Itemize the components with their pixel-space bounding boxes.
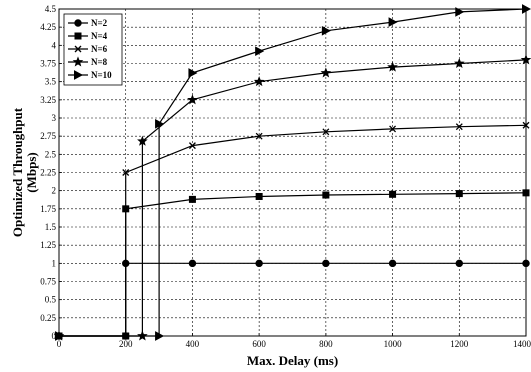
y-tick-label: 0.5 bbox=[45, 295, 57, 305]
legend-entry: N=2 bbox=[68, 18, 108, 28]
series-n-10 bbox=[55, 4, 531, 341]
y-tick-label: 2.25 bbox=[40, 168, 56, 178]
grid-layer bbox=[59, 9, 526, 336]
data-point bbox=[322, 259, 330, 268]
x-tick-label: 800 bbox=[319, 339, 333, 349]
data-point bbox=[322, 191, 330, 199]
data-point bbox=[155, 331, 165, 341]
legend-label: N=2 bbox=[91, 18, 108, 28]
series-line bbox=[59, 124, 527, 337]
data-point bbox=[522, 259, 530, 268]
data-point bbox=[455, 7, 465, 17]
legend-marker bbox=[74, 32, 82, 40]
y-tick-label: 0.75 bbox=[40, 277, 56, 287]
data-point bbox=[255, 46, 265, 56]
series-n-6 bbox=[55, 121, 530, 340]
legend-marker bbox=[72, 56, 84, 67]
data-point bbox=[188, 142, 196, 150]
x-tick-label: 600 bbox=[252, 339, 266, 349]
y-tick-label: 4.5 bbox=[45, 4, 57, 14]
x-tick-label: 200 bbox=[119, 339, 133, 349]
y-tick-label: 1.5 bbox=[45, 222, 57, 232]
data-point bbox=[321, 25, 331, 36]
data-point bbox=[255, 132, 263, 140]
legend-label: N=8 bbox=[91, 57, 108, 67]
x-axis-title: Max. Delay (ms) bbox=[247, 353, 338, 368]
data-point bbox=[522, 121, 530, 129]
data-point bbox=[389, 125, 397, 133]
legend-label: N=6 bbox=[91, 44, 108, 54]
data-point bbox=[320, 67, 332, 78]
data-point bbox=[255, 192, 263, 200]
series-line bbox=[59, 59, 527, 337]
legend-marker bbox=[74, 19, 82, 27]
data-point bbox=[520, 54, 531, 65]
data-point bbox=[522, 4, 531, 14]
y-tick-label: 4.25 bbox=[40, 22, 56, 32]
data-point bbox=[253, 76, 265, 87]
data-point bbox=[388, 17, 398, 27]
legend-entry: N=8 bbox=[68, 56, 108, 67]
y-axis-title-line: (Mbps) bbox=[24, 152, 39, 192]
legend-marker bbox=[74, 70, 84, 80]
legend-label: N=10 bbox=[91, 70, 112, 80]
data-point bbox=[122, 169, 130, 176]
data-point bbox=[187, 94, 198, 105]
series-n-8 bbox=[53, 54, 531, 341]
legend-label: N=4 bbox=[91, 31, 108, 41]
y-tick-label: 2 bbox=[52, 186, 57, 196]
data-point bbox=[155, 118, 165, 129]
y-tick-label: 3 bbox=[52, 113, 57, 123]
data-point bbox=[455, 259, 463, 268]
data-point bbox=[388, 259, 397, 268]
data-point bbox=[137, 135, 148, 146]
y-tick-label: 0 bbox=[52, 331, 57, 341]
data-point bbox=[255, 259, 263, 268]
y-tick-label: 4 bbox=[52, 40, 57, 50]
y-tick-label: 2.5 bbox=[45, 149, 57, 159]
data-point bbox=[188, 68, 198, 78]
data-point bbox=[522, 189, 530, 197]
y-tick-label: 3.25 bbox=[40, 95, 56, 105]
data-point bbox=[387, 61, 398, 72]
data-point bbox=[455, 123, 463, 131]
legend-entry: N=10 bbox=[68, 70, 112, 80]
legend-entry: N=4 bbox=[68, 31, 108, 41]
y-tick-label: 3.75 bbox=[40, 59, 56, 69]
data-point bbox=[188, 259, 197, 268]
data-point bbox=[455, 190, 463, 198]
y-tick-label: 1 bbox=[52, 258, 57, 268]
data-point bbox=[188, 195, 196, 203]
y-tick-label: 3.5 bbox=[45, 77, 57, 87]
y-tick-label: 2.75 bbox=[40, 131, 56, 141]
data-point bbox=[55, 331, 65, 341]
y-tick-label: 1.75 bbox=[40, 204, 56, 214]
y-tick-label: 1.25 bbox=[40, 240, 56, 250]
x-tick-label: 400 bbox=[186, 339, 200, 349]
x-tick-label: 1200 bbox=[450, 339, 469, 349]
series-layer bbox=[53, 4, 531, 341]
x-tick-label: 1000 bbox=[384, 339, 403, 349]
y-tick-label: 0.25 bbox=[40, 313, 56, 323]
x-tick-label: 1400 bbox=[513, 339, 531, 349]
data-point bbox=[453, 57, 465, 69]
data-point bbox=[389, 190, 397, 198]
x-tick-label: 0 bbox=[57, 339, 62, 349]
data-point bbox=[322, 128, 330, 136]
y-axis-title-line: Optimized Throughput bbox=[10, 107, 25, 237]
legend-marker bbox=[74, 45, 82, 53]
y-axis-ticks: 0 0.25 0.5 0.75 1 1.25 1.5 1.75 2 2.25 2.5 2.75 3 3.2… bbox=[40, 4, 62, 341]
y-axis-title: Optimized Throughput(Mbps) bbox=[10, 107, 39, 237]
legend-entry: N=6 bbox=[68, 44, 108, 54]
legend: N=2 N=4 N=6 N=8 N=10 bbox=[63, 13, 123, 86]
